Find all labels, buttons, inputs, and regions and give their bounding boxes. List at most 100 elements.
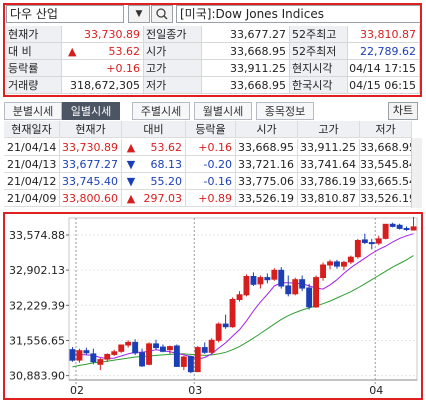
cell-date: 21/04/09	[4, 190, 60, 207]
value-local-time: 04/14 17:15	[348, 60, 420, 77]
value-prev-close: 33,677.27	[202, 26, 290, 43]
label-change: 대 비	[6, 43, 62, 60]
cell-open: 33,775.06	[236, 173, 298, 190]
candle-body	[299, 279, 306, 289]
search-button[interactable]	[151, 5, 173, 23]
cell-low: 33,545.84	[360, 156, 412, 173]
symbol-dropdown-button[interactable]: ▼	[128, 5, 150, 23]
label-open: 시가	[144, 43, 202, 60]
candle-body	[327, 261, 334, 266]
candle-body	[222, 323, 229, 328]
cell-date: 21/04/14	[4, 139, 60, 156]
candle-body	[334, 261, 340, 267]
candle-body	[194, 347, 201, 373]
cell-open: 33,668.95	[236, 139, 298, 156]
value-low: 33,668.95	[202, 77, 290, 94]
cell-high: 33,911.25	[298, 139, 360, 156]
label-high: 고가	[144, 60, 202, 77]
symbol-name-input[interactable]: 다우 산업	[6, 5, 124, 23]
value-korea-time: 04/15 06:15	[348, 77, 420, 94]
period-tabs: 분별시세 일별시세 주별시세 월별시세 종목정보 차트	[4, 102, 422, 120]
cell-date: 21/04/13	[4, 156, 60, 173]
table-row[interactable]: 21/04/14 33,730.89 ▲ 53.62 +0.16 33,668.…	[4, 139, 422, 156]
ma-long-line	[72, 255, 414, 368]
tab-monthly-quotes[interactable]: 월별시세	[194, 102, 252, 120]
table-row[interactable]: 21/04/12 33,745.40 ▼ 55.20 -0.16 33,775.…	[4, 173, 422, 190]
cell-rate: -0.20	[186, 156, 236, 173]
candle-body	[146, 343, 153, 365]
label-low: 저가	[144, 77, 202, 94]
down-arrow-icon: ▼	[122, 156, 140, 173]
col-header-rate: 등락율	[186, 121, 236, 138]
value-52w-low: 22,789.62	[348, 43, 420, 60]
candle-body	[180, 356, 187, 367]
value-open: 33,668.95	[202, 43, 290, 60]
candle-body	[341, 261, 347, 267]
tab-weekly-quotes[interactable]: 주별시세	[132, 102, 190, 120]
value-high: 33,911.25	[202, 60, 290, 77]
candle-body	[187, 356, 194, 373]
table-row[interactable]: 21/04/13 33,677.27 ▼ 68.13 -0.20 33,721.…	[4, 156, 422, 173]
label-current-price: 현재가	[6, 26, 62, 43]
candle-body	[229, 299, 236, 328]
tab-minute-quotes[interactable]: 분별시세	[4, 102, 62, 120]
candle-body	[118, 344, 125, 352]
cell-rate: +0.89	[186, 190, 236, 207]
candle-body	[354, 240, 361, 258]
candle-body	[375, 238, 382, 244]
candle-body	[69, 349, 76, 361]
candle-body	[368, 242, 375, 245]
table-scrollbar[interactable]	[411, 138, 422, 208]
quote-row-volume: 거래량 318,672,305 저가 33,668.95 한국시각 04/15 …	[6, 77, 420, 94]
quote-row-rate: 등락률 +0.16 고가 33,911.25 현지시각 04/14 17:15	[6, 60, 420, 77]
candle-body	[139, 352, 146, 367]
value-52w-high: 33,810.87	[348, 26, 420, 43]
price-chart-panel: 33,574.88 32,902.13 32,229.39 31,556.65 30,8…	[3, 212, 423, 400]
label-rate: 등락률	[6, 60, 62, 77]
cell-high: 33,810.87	[298, 190, 360, 207]
candle-body	[243, 276, 250, 296]
cell-price: 33,745.40	[60, 173, 122, 190]
candle-body	[410, 226, 417, 231]
y-tick-label: 31,556.65	[9, 334, 65, 347]
cell-price: 33,677.27	[60, 156, 122, 173]
candle-body	[396, 224, 403, 229]
label-52w-high: 52주최고	[290, 26, 348, 43]
candle-body	[285, 285, 292, 295]
col-header-change: 대비	[122, 121, 186, 138]
col-header-open: 시가	[236, 121, 298, 138]
candle-body	[313, 277, 320, 308]
value-change: ▲ 53.62	[62, 43, 144, 60]
label-local-time: 현지시각	[290, 60, 348, 77]
chart-button[interactable]: 차트	[388, 102, 418, 120]
col-header-date: 현재일자	[4, 121, 60, 138]
label-52w-low: 52주최저	[290, 43, 348, 60]
x-tick-label: 03	[188, 384, 202, 397]
candle-body	[104, 353, 111, 360]
label-prev-close: 전일종가	[144, 26, 202, 43]
search-icon	[156, 8, 168, 20]
candle-body	[111, 351, 118, 355]
y-tick-label: 30,883.90	[9, 370, 65, 383]
tab-daily-quotes[interactable]: 일별시세	[62, 102, 120, 120]
quote-panel: 현재가 33,730.89 전일종가 33,677.27 52주최고 33,81…	[4, 24, 422, 96]
candle-body	[347, 256, 354, 263]
cell-price: 33,730.89	[60, 139, 122, 156]
candle-body	[83, 350, 90, 354]
candle-body	[250, 276, 257, 285]
tab-stock-info[interactable]: 종목정보	[256, 102, 314, 120]
candle-body	[153, 343, 160, 349]
cell-open: 33,526.19	[236, 190, 298, 207]
table-row[interactable]: 21/04/09 33,800.60 ▲ 297.03 +0.89 33,526…	[4, 190, 422, 207]
quote-row-change: 대 비 ▲ 53.62 시가 33,668.95 52주최저 22,789.62	[6, 43, 420, 60]
index-name-label: [미국]:Dow Jones Indices	[176, 5, 422, 23]
candle-body	[76, 350, 83, 361]
cell-rate: +0.16	[186, 139, 236, 156]
ma-short-line	[72, 233, 414, 360]
candlestick-chart: 33,574.88 32,902.13 32,229.39 31,556.65 30,8…	[9, 216, 418, 397]
candle-body	[264, 277, 271, 281]
cell-high: 33,741.64	[298, 156, 360, 173]
candle-body	[320, 264, 327, 278]
candle-body	[167, 346, 173, 351]
down-arrow-icon: ▼	[122, 173, 140, 190]
